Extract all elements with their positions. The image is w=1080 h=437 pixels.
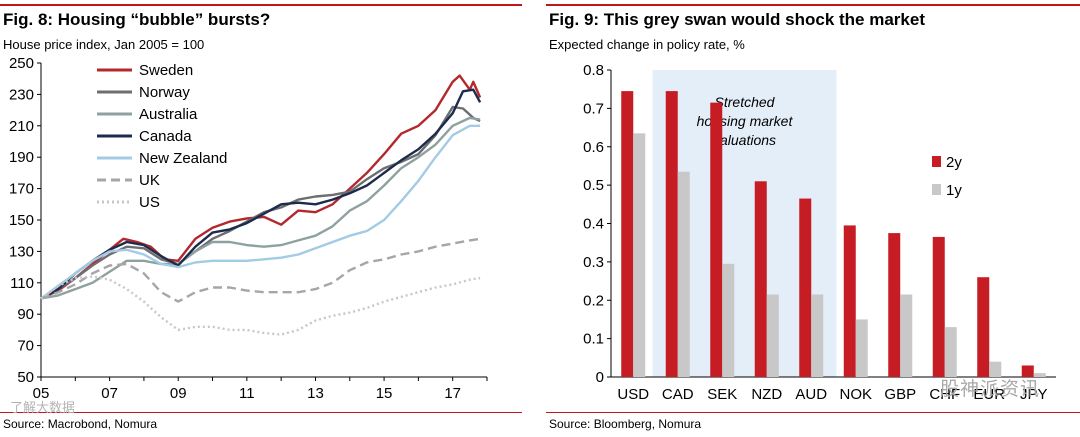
x-tick-label: 07 xyxy=(101,385,118,402)
bar-1y-cad xyxy=(677,171,690,377)
bar-2y-usd xyxy=(621,91,634,377)
chart-title: Fig. 9: This grey swan would shock the m… xyxy=(549,10,925,29)
bar-2y-nzd xyxy=(754,181,767,377)
y-tick-label: 70 xyxy=(17,338,34,355)
legend-swatch xyxy=(932,156,941,167)
bar-1y-nzd xyxy=(766,294,779,377)
bar-1y-eur xyxy=(989,361,1002,377)
legend-label: Norway xyxy=(139,84,190,101)
watermark-right: 股神派资讯 xyxy=(939,379,1040,400)
x-tick-label: 13 xyxy=(307,385,324,402)
x-tick-label: EUR xyxy=(973,386,1005,403)
legend-label: Sweden xyxy=(139,62,193,79)
y-tick-label: 50 xyxy=(17,369,34,386)
bar-1y-aud xyxy=(811,294,824,377)
bar-2y-gbp xyxy=(888,233,901,377)
bottom-rule xyxy=(546,412,1080,413)
x-tick-label: USD xyxy=(617,386,649,403)
x-tick-label: 17 xyxy=(444,385,461,402)
bar-1y-gbp xyxy=(900,294,913,377)
bar-2y-eur xyxy=(977,277,990,377)
x-tick-label: 09 xyxy=(170,385,187,402)
y-tick-label: 0.6 xyxy=(583,139,604,156)
y-tick-label: 90 xyxy=(17,306,34,323)
x-tick-label: SEK xyxy=(707,386,737,403)
y-tick-label: 190 xyxy=(9,149,34,166)
y-tick-label: 0.3 xyxy=(583,254,604,271)
y-tick-label: 0.5 xyxy=(583,177,604,194)
y-tick-label: 230 xyxy=(9,86,34,103)
legend-label: Canada xyxy=(139,128,192,145)
x-tick-label: AUD xyxy=(795,386,827,403)
bar-1y-chf xyxy=(944,327,957,377)
legend-label: US xyxy=(139,194,160,211)
series-line-us xyxy=(40,275,481,336)
bar-2y-cad xyxy=(665,91,678,377)
y-tick-label: 130 xyxy=(9,243,34,260)
y-tick-label: 0.7 xyxy=(583,100,604,117)
bottom-rule xyxy=(0,412,522,413)
annotation-text: Stretched xyxy=(715,94,776,110)
chart-title: Fig. 8: Housing “bubble” bursts? xyxy=(3,10,271,29)
source-note: Source: Macrobond, Nomura xyxy=(3,417,158,431)
y-tick-label: 0.2 xyxy=(583,292,604,309)
x-tick-label: CHF xyxy=(929,386,960,403)
y-tick-label: 170 xyxy=(9,181,34,198)
legend-label: Australia xyxy=(139,106,198,123)
series-line-uk xyxy=(40,237,481,303)
bar-2y-sek xyxy=(710,102,723,378)
source-note: Source: Bloomberg, Nomura xyxy=(549,417,702,431)
bar-2y-chf xyxy=(932,236,945,377)
y-tick-label: 0.8 xyxy=(583,62,604,79)
y-tick-label: 110 xyxy=(10,275,34,292)
x-tick-label: JPY xyxy=(1020,386,1048,403)
bar-1y-sek xyxy=(722,263,735,377)
x-tick-label: NZD xyxy=(751,386,782,403)
y-tick-label: 210 xyxy=(9,118,34,135)
x-tick-label: NOK xyxy=(839,386,872,403)
y-tick-label: 250 xyxy=(9,55,34,72)
series-line-sweden xyxy=(40,74,482,300)
top-rule xyxy=(0,4,522,6)
legend-label: UK xyxy=(139,172,160,189)
bar-1y-nok xyxy=(855,319,868,377)
legend-label: 1y xyxy=(946,182,962,199)
bar-2y-aud xyxy=(799,198,812,377)
x-tick-label: CAD xyxy=(662,386,694,403)
x-tick-label: GBP xyxy=(884,386,916,403)
bar-1y-jpy xyxy=(1033,373,1046,377)
series-line-australia xyxy=(40,116,481,300)
housing-chart-panel: Fig. 8: Housing “bubble” bursts? House p… xyxy=(0,0,522,437)
x-tick-label: 15 xyxy=(376,385,393,402)
line-chart: 50 70 90 110 130 150 170 190 210 230 250 05 07 09 11 13… xyxy=(9,55,488,402)
bar-1y-usd xyxy=(633,133,646,377)
top-rule xyxy=(546,4,1080,6)
series-line-new-zealand xyxy=(40,124,481,300)
y-tick-label: 0.1 xyxy=(583,331,604,348)
watermark-left: 了解大数据 xyxy=(10,400,76,415)
chart-subtitle: House price index, Jan 2005 = 100 xyxy=(3,37,205,52)
series-line-canada xyxy=(40,88,482,300)
legend-label: New Zealand xyxy=(139,150,227,167)
legend-swatch xyxy=(932,184,941,195)
annotation-text: valuations xyxy=(713,132,776,148)
y-tick-label: 0.4 xyxy=(583,216,604,233)
chart-subtitle: Expected change in policy rate, % xyxy=(549,37,745,52)
legend-label: 2y xyxy=(946,154,962,171)
x-tick-label: 11 xyxy=(239,385,255,402)
y-tick-label: 150 xyxy=(9,212,34,229)
x-tick-label: 05 xyxy=(33,385,50,402)
bar-2y-nok xyxy=(843,225,856,377)
bar-2y-jpy xyxy=(1021,365,1034,377)
policy-rate-chart-panel: Fig. 9: This grey swan would shock the m… xyxy=(546,0,1080,437)
y-tick-label: 0 xyxy=(596,369,604,386)
